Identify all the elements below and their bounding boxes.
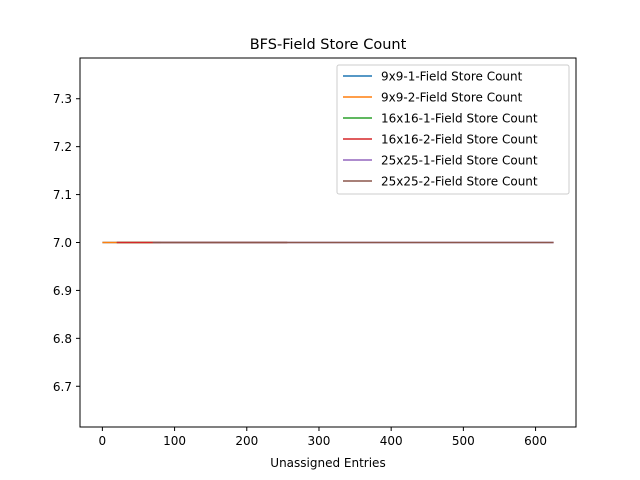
legend-label-6: 25x25-2-Field Store Count <box>381 175 538 189</box>
y-tick-label: 7.3 <box>53 92 72 106</box>
x-tick-label: 0 <box>99 434 107 448</box>
legend-label-5: 25x25-1-Field Store Count <box>381 154 538 168</box>
x-tick-label: 600 <box>524 434 547 448</box>
x-tick-label: 100 <box>163 434 186 448</box>
y-tick-label: 6.9 <box>53 284 72 298</box>
y-tick-label: 6.7 <box>53 380 72 394</box>
y-tick-label: 7.1 <box>53 188 72 202</box>
x-tick-label: 500 <box>452 434 475 448</box>
y-tick-label: 7.0 <box>53 236 72 250</box>
y-axis: 6.7 6.8 6.9 7.0 7.1 7.2 7.3 <box>53 92 80 394</box>
x-tick-label: 400 <box>380 434 403 448</box>
legend-label-4: 16x16-2-Field Store Count <box>381 133 538 147</box>
legend-frame <box>336 64 570 195</box>
x-axis: 0 100 200 300 400 500 600 <box>99 427 547 448</box>
x-axis-label: Unassigned Entries <box>270 456 385 470</box>
y-tick-label: 6.8 <box>53 332 72 346</box>
x-tick-label: 300 <box>308 434 331 448</box>
x-tick-label: 200 <box>235 434 258 448</box>
legend: 9x9-1-Field Store Count 9x9-2-Field Store… <box>336 64 570 195</box>
y-tick-label: 7.2 <box>53 140 72 154</box>
legend-label-2: 9x9-2-Field Store Count <box>381 91 523 105</box>
legend-label-3: 16x16-1-Field Store Count <box>381 112 538 126</box>
legend-label-1: 9x9-1-Field Store Count <box>381 70 523 84</box>
chart-title: BFS-Field Store Count <box>250 37 407 53</box>
